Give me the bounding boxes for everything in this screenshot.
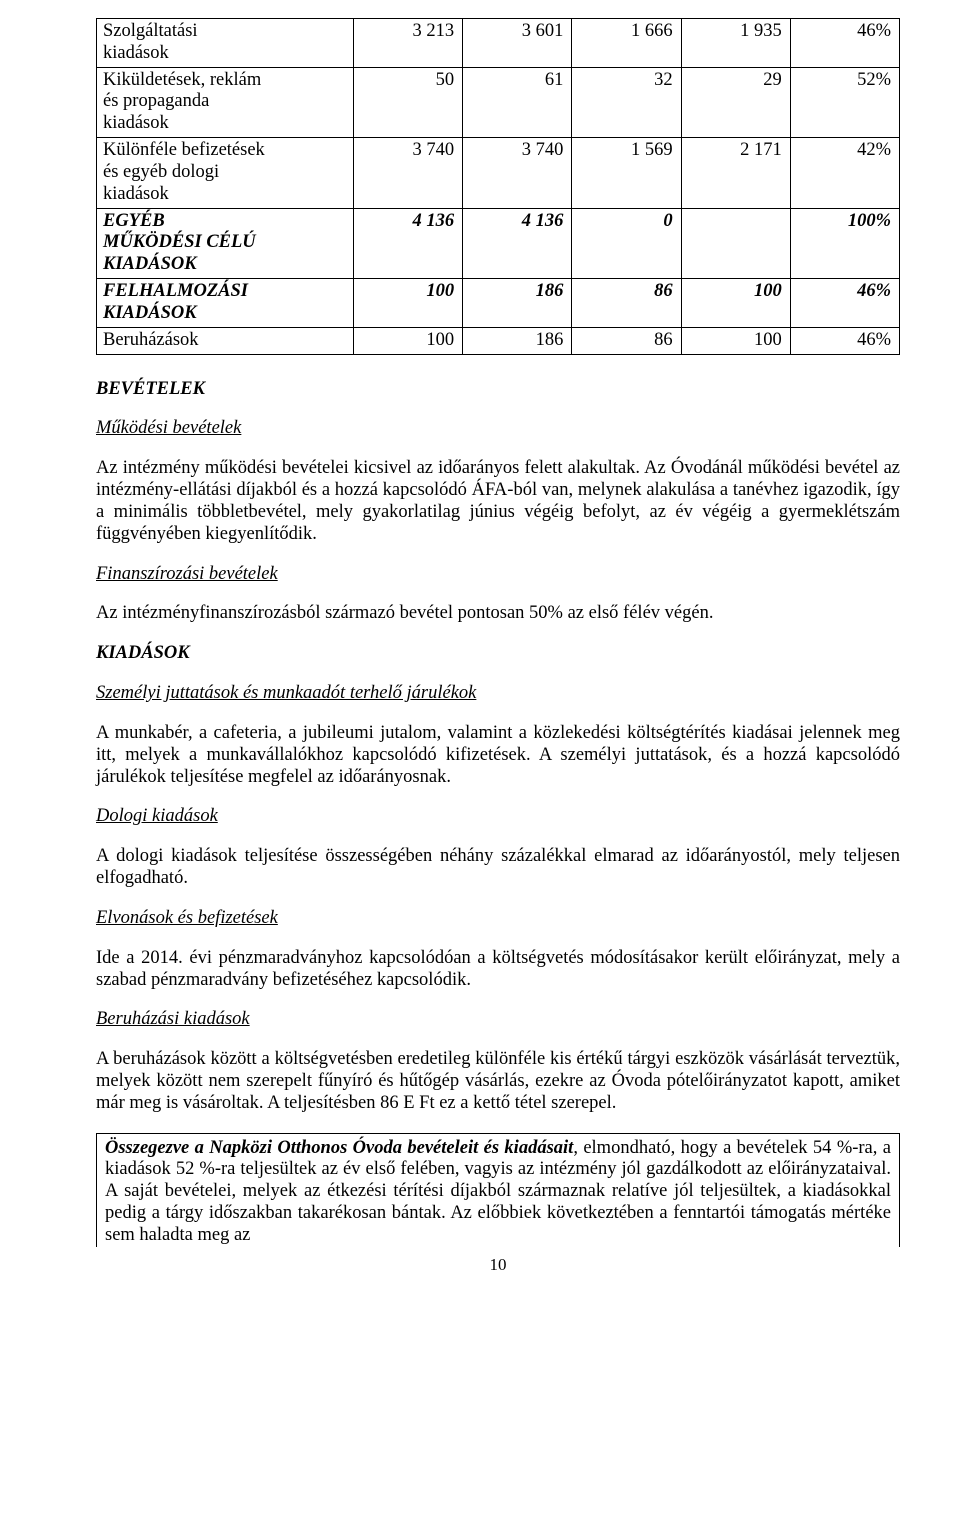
row-value: 46% [790,279,899,328]
row-value: 3 740 [463,138,572,208]
row-value: 42% [790,138,899,208]
row-value: 46% [790,19,899,68]
row-value: 100% [790,208,899,278]
financial-table: Szolgáltatásikiadások3 2133 6011 6661 93… [96,18,900,355]
row-value: 100 [353,327,462,354]
row-value: 0 [572,208,681,278]
row-value: 29 [681,67,790,137]
paragraph: A dologi kiadások teljesítése összességé… [96,846,900,890]
table-row: Beruházások1001868610046% [97,327,900,354]
row-value: 52% [790,67,899,137]
row-value: 3 213 [353,19,462,68]
paragraph: A munkabér, a cafeteria, a jubileumi jut… [96,723,900,788]
section-heading-kiadasok: KIADÁSOK [96,643,900,665]
row-value: 100 [681,327,790,354]
table-row: Kiküldetések, reklámés propagandakiadáso… [97,67,900,137]
row-label: Szolgáltatásikiadások [97,19,354,68]
row-label: Kiküldetések, reklámés propagandakiadáso… [97,67,354,137]
row-value: 4 136 [463,208,572,278]
subheading-elvonasok: Elvonások és befizetések [96,908,900,930]
table-row: Különféle befizetésekés egyéb dologikiad… [97,138,900,208]
row-value: 50 [353,67,462,137]
row-value: 186 [463,279,572,328]
row-value: 186 [463,327,572,354]
row-value: 1 569 [572,138,681,208]
table-row: Szolgáltatásikiadások3 2133 6011 6661 93… [97,19,900,68]
row-label: Különféle befizetésekés egyéb dologikiad… [97,138,354,208]
subheading-beruhazasi: Beruházási kiadások [96,1009,900,1031]
paragraph: Ide a 2014. évi pénzmaradványhoz kapcsol… [96,948,900,992]
page-number: 10 [96,1255,900,1275]
row-label: FELHALMOZÁSIKIADÁSOK [97,279,354,328]
row-value [681,208,790,278]
subheading-szemelyi: Személyi juttatások és munkaadót terhelő… [96,683,900,705]
row-value: 61 [463,67,572,137]
row-value: 86 [572,279,681,328]
paragraph: Az intézmény működési bevételei kicsivel… [96,458,900,545]
summary-box: Összegezve a Napközi Otthonos Óvoda bevé… [96,1133,900,1247]
row-value: 1 666 [572,19,681,68]
document-page: Szolgáltatásikiadások3 2133 6011 6661 93… [0,0,960,1305]
table-row: FELHALMOZÁSIKIADÁSOK1001868610046% [97,279,900,328]
row-value: 2 171 [681,138,790,208]
row-value: 3 601 [463,19,572,68]
paragraph: A beruházások között a költségvetésben e… [96,1049,900,1114]
row-value: 100 [681,279,790,328]
summary-lead: Összegezve a Napközi Otthonos Óvoda bevé… [105,1138,573,1158]
subheading-mukodesi-bevetelek: Működési bevételek [96,418,900,440]
row-value: 32 [572,67,681,137]
section-heading-bevetelek: BEVÉTELEK [96,379,900,401]
subheading-dologi: Dologi kiadások [96,806,900,828]
row-value: 86 [572,327,681,354]
subheading-finanszirozasi: Finanszírozási bevételek [96,564,900,586]
row-value: 3 740 [353,138,462,208]
row-value: 1 935 [681,19,790,68]
paragraph: Az intézményfinanszírozásból származó be… [96,603,900,625]
row-value: 4 136 [353,208,462,278]
row-label: EGYÉBMŰKÖDÉSI CÉLÚKIADÁSOK [97,208,354,278]
row-label: Beruházások [97,327,354,354]
table-row: EGYÉBMŰKÖDÉSI CÉLÚKIADÁSOK4 1364 1360100… [97,208,900,278]
row-value: 46% [790,327,899,354]
row-value: 100 [353,279,462,328]
